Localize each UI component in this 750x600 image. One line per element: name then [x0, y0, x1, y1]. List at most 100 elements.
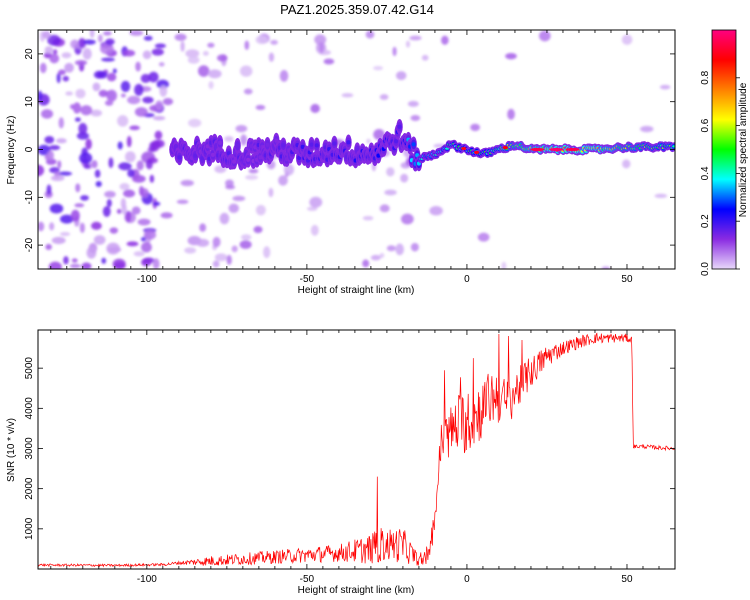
spectrogram-cell: [154, 43, 167, 49]
spectrogram-cell: [90, 109, 103, 117]
spectrogram-cell: [103, 31, 112, 36]
colorbar: 0.0 0.2 0.4 0.6 0.8 Normalized spectral ampl…: [700, 29, 749, 276]
spectrogram-cell: [124, 151, 136, 163]
snr-panel: -100 -50 0 50 1000 2000 3000 4000 5000 Height of…: [6, 329, 676, 596]
snr-background: [38, 330, 675, 569]
colorbar-tick-label: 0.2: [700, 214, 711, 228]
spectrogram-cell: [127, 169, 135, 178]
spectrogram-cell: [58, 117, 64, 129]
spectrogram-cell: [373, 129, 385, 141]
spectrogram-cell: [102, 206, 111, 217]
spectrogram-cell: [228, 203, 239, 213]
spectrogram-cell: [235, 124, 248, 133]
spectrogram-cell: [38, 164, 45, 177]
spectrogram-cell: [470, 123, 481, 132]
spectrogram-cell: [49, 203, 64, 214]
spectrogram-cell: [255, 204, 266, 216]
spectrogram-cell: [69, 263, 81, 269]
snr-y-tick-label: 1000: [24, 517, 35, 540]
spectrogram-cell: [48, 145, 61, 151]
spectrogram-cell: [379, 94, 389, 100]
spectrogram-y-tick-label: 0: [24, 146, 35, 152]
snr-x-tick-label: -50: [300, 574, 315, 585]
spectrogram-cell: [101, 57, 115, 62]
spectrogram-cell: [131, 206, 141, 215]
spectrogram-cell: [253, 226, 263, 234]
spectrogram-cell: [56, 72, 61, 84]
spectrogram-cell: [141, 258, 152, 267]
colorbar-tick-label: 0.0: [700, 262, 711, 276]
spectrogram-cell: [226, 151, 231, 156]
spectrogram-cell: [397, 124, 402, 129]
spectrogram-cell: [255, 35, 269, 45]
spectrogram-cell: [362, 259, 370, 268]
spectrogram-cell: [159, 85, 168, 97]
spectrogram-cell: [94, 169, 101, 178]
spectrogram-x-tick-label: 0: [464, 274, 470, 285]
spectrogram-cell: [49, 222, 55, 231]
spectrogram-cell: [83, 39, 96, 45]
colorbar-label: Normalized spectral amplitude: [738, 82, 749, 217]
spectrogram-cell: [45, 243, 52, 250]
spectrogram-cell: [270, 39, 278, 45]
spectrogram-cell: [75, 88, 86, 99]
spectrogram-cell: [539, 30, 551, 42]
spectrogram-x-tick-label: 50: [621, 274, 633, 285]
spectrogram-cell: [421, 54, 429, 61]
spectrogram-cell: [395, 71, 407, 81]
snr-y-label: SNR (10 * v/v): [6, 418, 17, 482]
spectrogram-peak: [530, 147, 545, 152]
spectrogram-x-label: Height of straight line (km): [298, 285, 415, 296]
colorbar-ticks: 0.0 0.2 0.4 0.6 0.8: [700, 70, 740, 276]
spectrogram-cell: [180, 41, 185, 52]
spectrogram-cell: [309, 142, 314, 147]
spectrogram-cell: [376, 153, 381, 158]
spectrogram-cell: [92, 82, 101, 92]
spectrogram-cell: [501, 261, 507, 269]
snr-x-tick-label: 0: [464, 574, 470, 585]
spectrogram-cell: [231, 245, 238, 253]
spectrogram-cell: [208, 81, 214, 90]
chart-title: PAZ1.2025.359.07.42.G14: [280, 2, 434, 17]
spectrogram-cell: [407, 100, 419, 107]
snr-y-tick-label: 5000: [24, 357, 35, 380]
snr-frame: [37, 329, 676, 570]
spectrogram-cell: [373, 66, 384, 71]
snr-y-tick-label: 3000: [24, 437, 35, 460]
spectrogram-cell: [114, 262, 126, 269]
spectrogram-cell: [93, 70, 105, 79]
spectrogram-cell: [52, 49, 58, 55]
spectrogram-cell: [384, 189, 397, 196]
spectrogram-cell: [659, 84, 671, 90]
spectrogram-cell: [63, 256, 69, 265]
spectrogram-cell: [319, 42, 324, 54]
spectrogram-cell: [219, 212, 230, 225]
spectrogram-cell: [141, 236, 146, 242]
spectrogram-y-tick-label: 20: [24, 48, 35, 60]
spectrogram-cell: [97, 34, 103, 43]
spectrogram-cell: [47, 34, 61, 46]
colorbar-tick-label: 0.8: [700, 70, 711, 84]
spectrogram-cell: [622, 159, 631, 169]
spectrogram-cell: [239, 240, 252, 249]
spectrogram-cell: [91, 221, 102, 230]
spectrogram-cell: [193, 153, 198, 158]
spectrogram-cell: [217, 140, 222, 145]
spectrogram-cell: [225, 179, 234, 188]
spectrogram-cell: [268, 187, 274, 198]
spectrogram-cell: [38, 221, 45, 232]
spectrogram-cell: [58, 171, 73, 176]
spectrogram-cell: [346, 140, 351, 145]
spectrogram-cell: [410, 115, 421, 122]
spectrogram-cell: [141, 242, 152, 253]
spectrogram-y-tick-label: -10: [24, 190, 35, 205]
spectrogram-cell: [640, 125, 654, 133]
spectrogram-cell: [244, 40, 250, 51]
spectrogram-cell: [89, 30, 95, 38]
spectrogram-cell: [314, 34, 327, 45]
spectrogram-cell: [184, 247, 197, 254]
spectrogram-cell: [38, 90, 43, 101]
spectrogram-cell: [106, 199, 112, 208]
